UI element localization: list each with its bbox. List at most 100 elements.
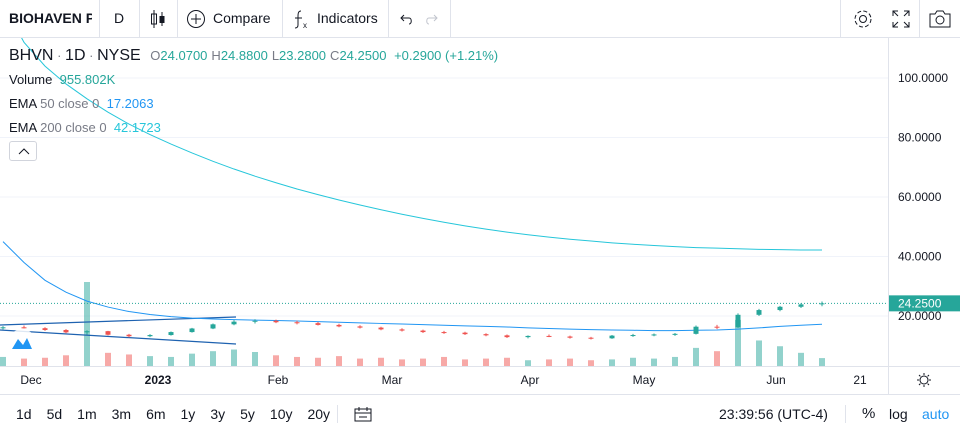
ohlc: O24.0700 H24.8800 L23.2800 C24.2500 (150, 48, 390, 63)
collapse-legend-button[interactable] (9, 141, 37, 161)
ema-params: 50 close 0 (40, 96, 100, 111)
compare-icon[interactable] (186, 9, 206, 29)
ohlc-key: L (271, 48, 280, 63)
symbol-search[interactable]: BIOHAVEN P (9, 10, 92, 26)
ohlc-value: 24.8800 (220, 48, 268, 63)
auto-toggle[interactable]: auto (922, 406, 950, 422)
candle-body (462, 332, 468, 335)
time-tick-label: 2023 (145, 373, 172, 387)
volume-bar (105, 352, 111, 366)
ema50-line (2, 241, 823, 332)
candle-body (567, 336, 573, 338)
separator (139, 0, 140, 37)
time-tick-label: Feb (268, 373, 289, 387)
ema200-line (21, 38, 823, 251)
candle-body (210, 324, 216, 329)
indicators-icon[interactable]: x (292, 8, 310, 30)
candle-body (588, 337, 594, 339)
volume-bar (84, 282, 90, 366)
range-button[interactable]: 5y (240, 406, 255, 422)
volume-bar (252, 352, 258, 366)
ema-name: EMA (9, 120, 37, 135)
go-to-date-icon[interactable] (354, 406, 372, 422)
settings-icon[interactable] (852, 8, 874, 30)
chart-type-icon[interactable] (150, 9, 166, 29)
ema-value: 17.2063 (106, 96, 154, 111)
range-buttons: 1d 5d 1m 3m 6m 1y 3y 5y 10y 20y (16, 395, 330, 433)
volume-bar (0, 356, 6, 366)
last-price-box (889, 295, 960, 312)
ohlc-value: 24.0700 (160, 48, 208, 63)
clock: 23:39:56 (UTC-4) (719, 406, 828, 422)
indicators-button[interactable]: Indicators (317, 10, 378, 26)
trend-line (0, 329, 237, 345)
compare-button[interactable]: Compare (213, 10, 271, 26)
ema-name: EMA (9, 96, 37, 111)
dot: · (57, 48, 62, 63)
candle-body (420, 330, 426, 333)
ohlc-key: H (211, 48, 221, 63)
candle-body (42, 328, 48, 330)
grid (0, 77, 888, 317)
price-tick-label: 20.0000 (898, 309, 942, 323)
range-button[interactable]: 10y (269, 406, 293, 422)
axis-settings-icon[interactable] (917, 373, 931, 387)
volume-bar (21, 358, 27, 366)
ohlc-key: C (330, 48, 340, 63)
volume-bar (756, 340, 762, 366)
range-button[interactable]: 20y (307, 406, 331, 422)
time-tick-label: Apr (521, 373, 540, 387)
log-toggle[interactable]: log (889, 406, 908, 422)
candle-body (147, 335, 153, 337)
candle-body (798, 304, 804, 307)
volume-bar (651, 358, 657, 366)
fullscreen-icon[interactable] (892, 10, 910, 28)
range-button[interactable]: 5d (46, 406, 63, 422)
range-button[interactable]: 3y (210, 406, 226, 422)
volume-bar (231, 349, 237, 366)
ema-params: 200 close 0 (40, 120, 107, 135)
candle-body (735, 314, 741, 328)
candle-body (504, 335, 510, 338)
candle-body (0, 327, 6, 329)
range-button[interactable]: 1d (16, 406, 32, 422)
volume-value: 955.802K (59, 72, 116, 87)
legend-change: +0.2900 (+1.21%) (394, 48, 499, 63)
range-button[interactable]: 6m (146, 406, 166, 422)
interval-button[interactable]: D (114, 10, 125, 26)
volume-bar (567, 358, 573, 366)
volume-bar (210, 351, 216, 366)
separator (845, 405, 846, 423)
separator (840, 0, 841, 37)
candle-body (651, 334, 657, 336)
separator (99, 0, 100, 37)
volume-bar (399, 359, 405, 366)
percent-toggle[interactable]: % (862, 405, 876, 422)
legend-symbol: BHVN (9, 47, 54, 64)
undo-redo[interactable] (397, 12, 441, 26)
candle-body (357, 326, 363, 328)
svg-text:x: x (303, 21, 307, 30)
candle-body (168, 332, 174, 336)
candle-body (189, 328, 195, 333)
volume-bar (63, 355, 69, 366)
volume-bar (294, 356, 300, 366)
legend-interval: 1D (65, 47, 86, 64)
candle-body (441, 332, 447, 334)
bottom-toolbar: 1d 5d 1m 3m 6m 1y 3y 5y 10y 20y 23:39:56 (UTC-4) … (0, 394, 960, 433)
candle-body (105, 331, 111, 335)
volume-bar (168, 356, 174, 366)
volume-bar (525, 360, 531, 366)
range-button[interactable]: 1y (180, 406, 196, 422)
volume-bar (147, 356, 153, 366)
candle-body (63, 329, 69, 333)
snapshot-icon[interactable] (929, 10, 951, 28)
axes: 100.0000 80.0000 60.0000 40.0000 20.000024.2… (0, 71, 960, 387)
range-button[interactable]: 1m (77, 406, 97, 422)
volume-bar (798, 352, 804, 366)
range-button[interactable]: 3m (111, 406, 132, 422)
logo-badge (8, 329, 36, 357)
volume-bar (462, 359, 468, 366)
price-tick-label: 60.0000 (898, 190, 942, 204)
volume-bar (378, 357, 384, 366)
